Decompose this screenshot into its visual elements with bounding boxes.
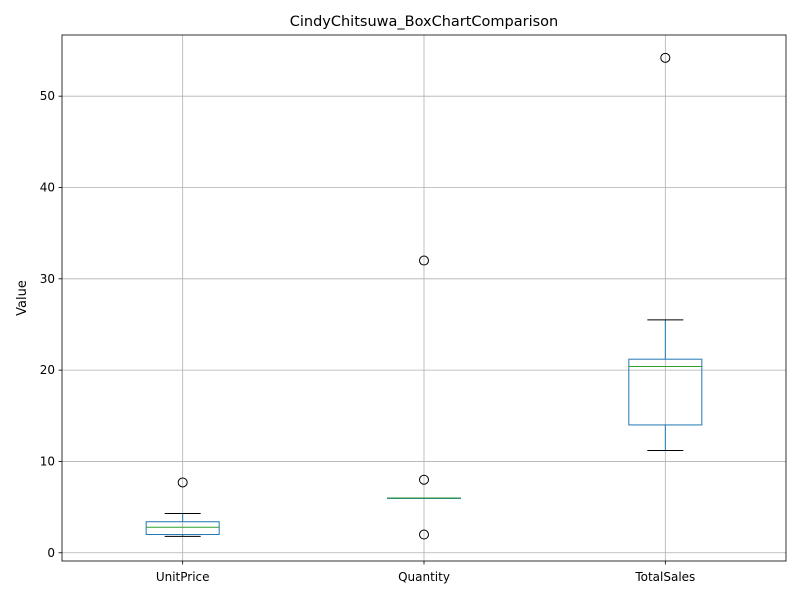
outlier-point [419, 255, 429, 266]
tick-layer: 0 10 20 30 40 50 UnitPrice Quantity TotalSales [40, 89, 696, 584]
outlier-point [177, 477, 188, 488]
y-axis-label: Value [15, 280, 30, 316]
outlier-point [419, 474, 429, 485]
y-tick-label: 10 [40, 454, 55, 468]
y-tick-label: 30 [40, 272, 55, 286]
y-tick-label: 50 [40, 89, 55, 103]
y-tick-label: 20 [40, 363, 55, 377]
outlier-point [419, 529, 429, 540]
chart-title: CindyChitsuwa_BoxChartComparison [290, 14, 559, 30]
y-tick-label: 0 [47, 546, 55, 560]
x-tick-label: Quantity [398, 570, 450, 584]
x-tick-label: TotalSales [634, 570, 695, 584]
box-quantity [387, 255, 461, 540]
box-iqr [145, 521, 220, 536]
box-iqr [628, 358, 703, 426]
x-tick-label: UnitPrice [156, 570, 210, 584]
outlier-point [660, 52, 671, 63]
y-tick-label: 40 [40, 181, 55, 195]
box-unitprice [145, 477, 220, 537]
box-totalsales [628, 52, 703, 452]
box-layer [145, 52, 703, 540]
grid-layer [62, 35, 786, 561]
